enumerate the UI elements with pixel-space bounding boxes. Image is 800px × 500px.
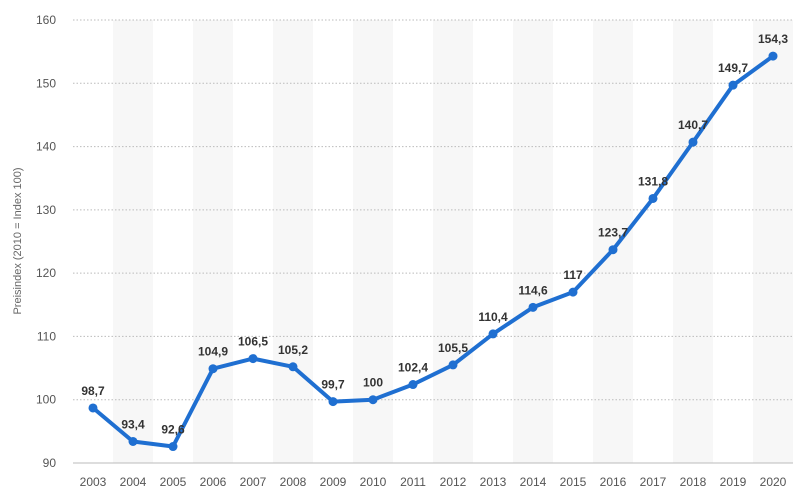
data-point[interactable]	[328, 397, 338, 407]
background-band	[193, 20, 233, 463]
data-point[interactable]	[208, 364, 218, 374]
x-tick-label: 2019	[720, 475, 747, 489]
background-bands	[113, 20, 793, 463]
data-point[interactable]	[568, 287, 578, 297]
data-label: 154,3	[758, 32, 788, 46]
x-tick-label: 2015	[560, 475, 587, 489]
data-label: 102,4	[398, 361, 428, 375]
background-band	[113, 20, 153, 463]
y-tick-label: 150	[36, 76, 56, 90]
x-tick-label: 2009	[320, 475, 347, 489]
background-band	[433, 20, 473, 463]
data-point[interactable]	[128, 436, 138, 446]
data-point[interactable]	[408, 380, 418, 390]
data-label: 117	[563, 268, 583, 282]
data-point[interactable]	[528, 302, 538, 312]
series-line	[91, 54, 775, 449]
data-label: 110,4	[478, 310, 508, 324]
y-axis-tick-labels: 90 100 110 120 130 140 150 160	[36, 13, 56, 470]
data-label: 123,7	[598, 226, 628, 240]
grid-lines	[73, 19, 793, 464]
y-tick-label: 140	[36, 140, 56, 154]
y-tick-label: 100	[36, 393, 56, 407]
series-line-group	[88, 51, 778, 452]
data-label: 104,9	[198, 345, 228, 359]
data-point[interactable]	[648, 193, 658, 203]
x-tick-label: 2010	[360, 475, 387, 489]
x-tick-label: 2020	[760, 475, 787, 489]
data-point[interactable]	[688, 137, 698, 147]
data-label: 92,6	[161, 423, 185, 437]
data-label: 131,8	[638, 174, 668, 188]
data-point[interactable]	[248, 354, 258, 364]
x-tick-label: 2014	[520, 475, 547, 489]
data-label: 140,7	[678, 118, 708, 132]
x-tick-label: 2006	[200, 475, 227, 489]
y-tick-label: 110	[37, 329, 56, 343]
x-tick-label: 2018	[680, 475, 707, 489]
data-label: 93,4	[121, 417, 145, 431]
x-tick-label: 2012	[440, 475, 467, 489]
x-tick-label: 2016	[600, 475, 627, 489]
data-point[interactable]	[368, 395, 378, 405]
background-band	[753, 20, 793, 463]
background-band	[273, 20, 313, 463]
data-point[interactable]	[768, 51, 778, 61]
background-band	[593, 20, 633, 463]
data-label: 105,5	[438, 341, 468, 355]
data-point[interactable]	[448, 360, 458, 370]
x-tick-label: 2003	[80, 475, 107, 489]
data-label: 149,7	[718, 61, 748, 75]
data-point[interactable]	[88, 403, 98, 413]
data-point[interactable]	[288, 362, 298, 372]
x-axis-tick-labels: 2003 2004 2005 2006 2007 2008 2009 2010 2011 2012…	[80, 475, 787, 489]
x-tick-label: 2007	[240, 475, 267, 489]
data-point[interactable]	[488, 329, 498, 339]
x-tick-label: 2004	[120, 475, 147, 489]
data-label: 105,2	[278, 343, 308, 357]
data-point[interactable]	[168, 442, 178, 452]
data-label: 114,6	[518, 283, 548, 297]
x-tick-label: 2017	[640, 475, 667, 489]
y-tick-label: 130	[36, 203, 56, 217]
x-tick-label: 2011	[400, 475, 426, 489]
x-tick-label: 2008	[280, 475, 307, 489]
background-band	[353, 20, 393, 463]
y-tick-label: 120	[36, 266, 56, 280]
x-tick-label: 2013	[480, 475, 507, 489]
data-labels: 98,7 93,4 92,6 104,9 106,5 105,2 99,7 100 102,4 1…	[81, 32, 788, 436]
y-tick-label: 160	[36, 13, 56, 27]
y-axis-title: Preisindex (2010 = Index 100)	[12, 167, 24, 314]
data-label: 100	[363, 376, 383, 390]
data-label: 106,5	[238, 335, 268, 349]
data-point[interactable]	[728, 80, 738, 90]
background-band	[673, 20, 713, 463]
data-label: 98,7	[81, 384, 105, 398]
data-label: 99,7	[321, 378, 345, 392]
data-point[interactable]	[608, 245, 618, 255]
y-tick-label: 90	[43, 456, 57, 470]
background-band	[513, 20, 553, 463]
x-tick-label: 2005	[160, 475, 187, 489]
